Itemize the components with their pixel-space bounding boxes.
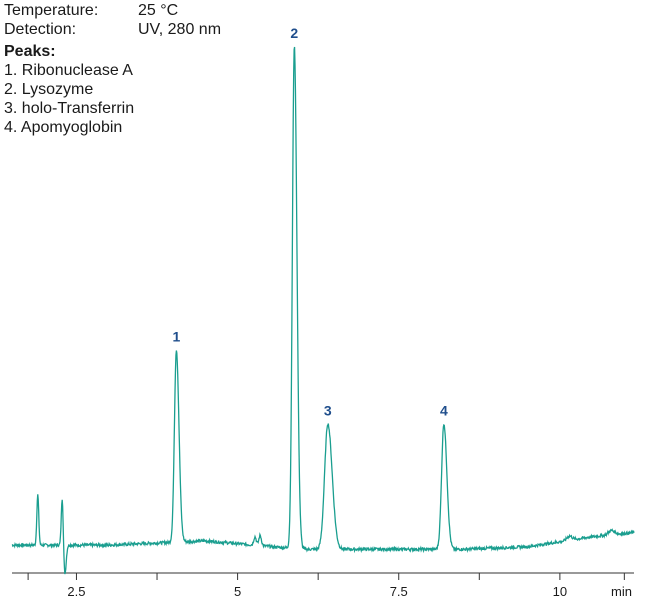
x-tick-label: 10 bbox=[553, 584, 567, 599]
x-tick-label: 7.5 bbox=[390, 584, 408, 599]
peak-list-item-3: 3. holo-Transferrin bbox=[4, 100, 135, 117]
peak-labels: 1 2 3 4 bbox=[172, 25, 447, 419]
peak-label-2: 2 bbox=[290, 25, 298, 41]
peak-label-4: 4 bbox=[440, 403, 448, 419]
peaks-title: Peaks: bbox=[4, 43, 56, 60]
chromatogram-trace bbox=[11, 46, 635, 575]
peak-label-3: 3 bbox=[324, 403, 332, 419]
peak-list-item-1: 1. Ribonuclease A bbox=[4, 62, 133, 79]
peak-list-item-4: 4. Apomyoglobin bbox=[4, 119, 123, 136]
x-tick-label: 5 bbox=[234, 584, 241, 599]
x-axis-unit: min bbox=[611, 584, 632, 599]
temperature-label: Temperature: bbox=[4, 2, 99, 19]
temperature-row: Temperature: 25 °C bbox=[4, 1, 221, 20]
peak-list-item-2: 2. Lysozyme bbox=[4, 81, 94, 98]
conditions-panel: Temperature: 25 °C Detection: UV, 280 nm… bbox=[4, 1, 221, 137]
detection-value: UV, 280 nm bbox=[138, 21, 222, 38]
detection-label: Detection: bbox=[4, 21, 77, 38]
detection-row: Detection: UV, 280 nm bbox=[4, 20, 221, 39]
x-axis: 2.5 5 7.5 10 min bbox=[12, 572, 634, 599]
x-tick-label: 2.5 bbox=[67, 584, 85, 599]
peak-label-1: 1 bbox=[172, 329, 180, 345]
temperature-value: 25 °C bbox=[138, 2, 179, 19]
